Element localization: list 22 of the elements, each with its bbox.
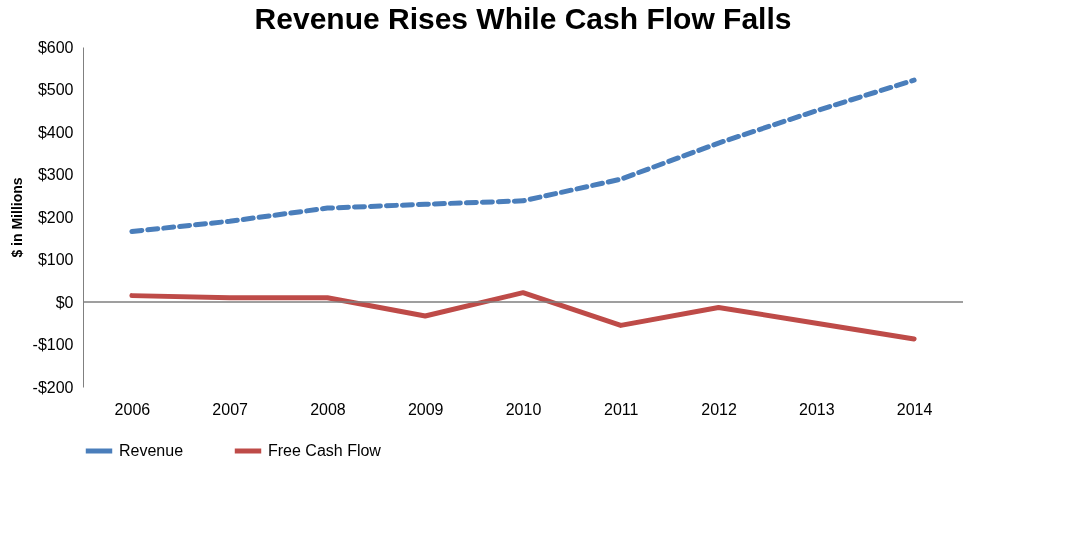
y-tick-label: -$100 — [32, 336, 74, 353]
chart-title: Revenue Rises While Cash Flow Falls — [254, 2, 792, 35]
x-tick-label: 2011 — [604, 400, 639, 418]
x-tick-label: 2012 — [701, 400, 737, 418]
y-tick-label: -$200 — [32, 378, 74, 396]
x-tick-label: 2008 — [310, 400, 346, 418]
x-tick-label: 2006 — [114, 400, 151, 418]
y-tick-label: $600 — [37, 38, 74, 56]
y-tick-label: $300 — [37, 166, 74, 183]
x-tick-label: 2009 — [407, 400, 444, 418]
y-tick-label: $200 — [37, 208, 74, 226]
y-axis-title: $ in Millions — [8, 177, 25, 258]
x-tick-label: 2014 — [896, 400, 933, 418]
x-tick-label: 2007 — [212, 400, 249, 418]
legend-label: Free Cash Flow — [268, 442, 382, 459]
y-tick-label: $100 — [37, 251, 74, 268]
x-tick-label: 2013 — [799, 400, 835, 418]
legend-label: Revenue — [119, 442, 184, 459]
x-tick-label: 2010 — [505, 400, 542, 418]
y-tick-label: $500 — [37, 81, 74, 98]
y-tick-label: $400 — [37, 123, 74, 141]
y-tick-label: $0 — [55, 293, 74, 311]
